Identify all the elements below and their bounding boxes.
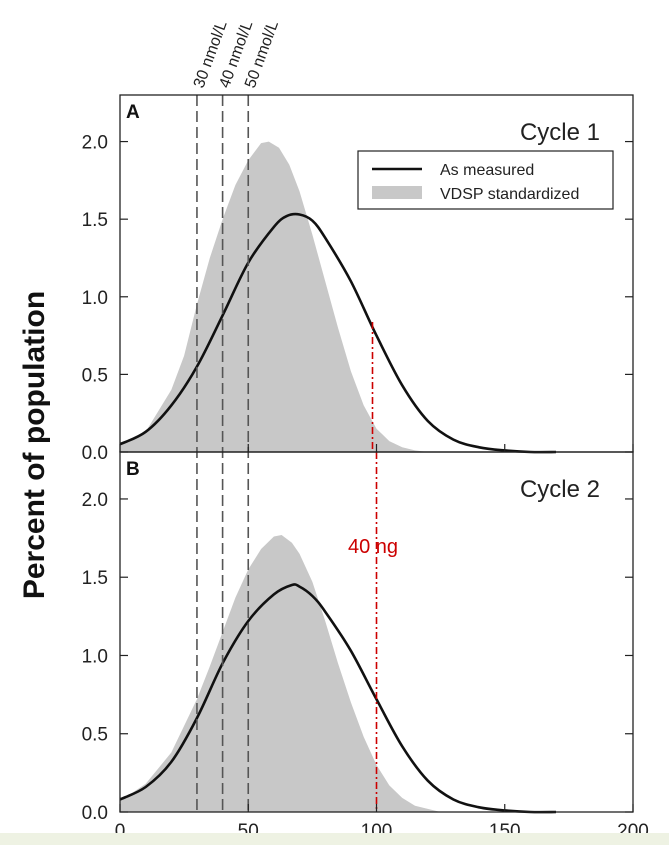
panel-title-b: Cycle 2 <box>520 476 600 503</box>
annotation-label: 40 ng <box>348 536 398 558</box>
legend-standardized-label: VDSP standardized <box>440 186 579 203</box>
y-tick-label: 0.5 <box>82 365 108 386</box>
panel-letter-a: A <box>126 102 140 123</box>
y-tick-label: 0.0 <box>82 803 108 824</box>
y-tick-label: 1.0 <box>82 288 108 309</box>
y-tick-label: 2.0 <box>82 133 108 154</box>
legend-standardized-swatch <box>372 186 422 199</box>
y-tick-label: 1.0 <box>82 646 108 667</box>
measured-line-panel-b <box>119 583 557 814</box>
y-tick-label: 1.5 <box>82 210 108 231</box>
legend-box <box>357 150 614 210</box>
standardized-area-panel-b <box>120 535 441 812</box>
bottom-strip <box>0 833 669 845</box>
legend-measured-label: As measured <box>440 162 534 179</box>
y-tick-label: 2.0 <box>82 490 108 511</box>
y-tick-label: 1.5 <box>82 568 108 589</box>
measured-line-panel-a <box>119 212 557 454</box>
y-tick-label: 0.5 <box>82 725 108 746</box>
y-tick-label: 0.0 <box>82 443 108 464</box>
panel-title-a: Cycle 1 <box>520 119 600 146</box>
y-axis-label: Percent of population <box>18 291 51 599</box>
x-tick-label: 0 <box>115 821 126 842</box>
panel-letter-b: B <box>126 459 140 480</box>
